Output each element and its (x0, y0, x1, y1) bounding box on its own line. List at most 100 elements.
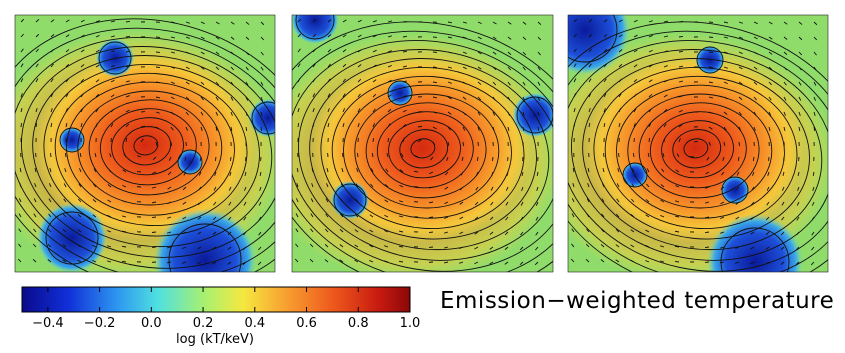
contour (354, 93, 500, 209)
velocity-arrow (245, 51, 250, 56)
velocity-arrow (355, 183, 359, 188)
velocity-arrow (708, 111, 713, 114)
velocity-arrow (507, 81, 511, 86)
velocity-arrow (80, 49, 85, 53)
velocity-arrow (492, 81, 497, 86)
velocity-arrow (462, 81, 467, 85)
velocity-arrow (384, 214, 389, 218)
velocity-arrow (675, 215, 680, 218)
velocity-arrow (447, 36, 452, 39)
velocity-arrow (369, 198, 374, 203)
velocity-arrow (461, 156, 464, 162)
velocity-arrow (121, 245, 127, 248)
velocity-arrow (663, 79, 668, 83)
velocity-arrow (369, 244, 374, 248)
contour (15, 36, 275, 269)
velocity-arrow (522, 111, 525, 116)
velocity-arrow (297, 122, 300, 128)
velocity-arrow (33, 228, 37, 233)
velocity-arrow (459, 231, 464, 235)
velocity-arrow (459, 201, 464, 205)
velocity-arrow (507, 21, 512, 25)
velocity-arrow (810, 261, 815, 266)
contour (683, 138, 709, 159)
velocity-arrow (570, 258, 575, 263)
velocity-arrow (185, 21, 190, 24)
velocity-arrow (19, 183, 22, 188)
velocity-arrow (504, 231, 509, 236)
velocity-arrow (78, 183, 82, 188)
velocity-arrow (601, 198, 605, 203)
velocity-arrow (459, 216, 464, 220)
velocity-arrow (324, 243, 329, 248)
colorbar-tick-label: 0.4 (244, 316, 265, 331)
velocity-arrow (95, 79, 100, 83)
velocity-arrow (812, 171, 815, 177)
cold-blob (59, 127, 85, 153)
velocity-arrow (704, 216, 710, 219)
velocity-arrow (387, 79, 392, 83)
velocity-arrow (535, 231, 539, 236)
velocity-arrow (125, 65, 130, 68)
velocity-arrow (215, 21, 220, 25)
velocity-arrow (402, 20, 408, 23)
contour (721, 176, 749, 204)
velocity-arrow (428, 216, 434, 219)
velocity-arrow (447, 141, 450, 146)
velocity-arrow (297, 18, 302, 23)
velocity-arrow (170, 66, 175, 69)
velocity-arrow (588, 108, 591, 113)
velocity-arrow (618, 123, 621, 128)
velocity-arrow (50, 19, 55, 23)
velocity-arrow (18, 213, 22, 218)
velocity-arrow (477, 81, 482, 85)
velocity-arrow (796, 231, 800, 236)
velocity-arrow (617, 168, 620, 173)
velocity-arrow (783, 21, 788, 25)
hot-core (585, 53, 805, 243)
velocity-arrow (19, 167, 22, 173)
velocity-arrow (678, 50, 684, 53)
velocity-arrow (65, 34, 70, 38)
velocity-arrow (108, 168, 112, 173)
velocity-arrow (813, 111, 816, 116)
velocity-arrow (474, 216, 479, 220)
velocity-arrow (297, 93, 300, 98)
velocity-arrow (398, 245, 404, 248)
velocity-arrow (170, 96, 175, 100)
velocity-arrow (796, 216, 800, 221)
velocity-arrow (603, 123, 606, 128)
velocity-arrow (459, 186, 464, 191)
contour (77, 90, 223, 206)
velocity-arrow (327, 63, 331, 68)
velocity-arrow (603, 48, 608, 53)
contour (292, 39, 553, 272)
velocity-arrow (536, 171, 539, 177)
velocity-arrow (182, 186, 187, 191)
velocity-arrow (633, 34, 638, 38)
velocity-arrow (522, 36, 527, 41)
velocity-arrow (342, 93, 346, 98)
velocity-arrow (402, 95, 407, 98)
velocity-arrow (387, 20, 392, 23)
velocity-arrow (428, 201, 434, 204)
velocity-arrow (507, 111, 510, 116)
velocity-arrow (140, 138, 144, 143)
velocity-arrow (110, 64, 115, 68)
velocity-arrow (64, 168, 67, 173)
velocity-arrow (645, 244, 650, 248)
velocity-arrow (633, 93, 637, 98)
velocity-arrow (214, 156, 217, 162)
velocity-arrow (200, 126, 203, 131)
contour (343, 84, 512, 219)
velocity-arrow (603, 93, 607, 98)
velocity-arrow (212, 261, 217, 265)
velocity-arrow (399, 169, 404, 173)
velocity-arrow (603, 78, 607, 83)
velocity-arrow (312, 78, 316, 83)
velocity-arrow (80, 19, 85, 23)
contour (98, 41, 132, 75)
velocity-arrow (536, 186, 539, 191)
velocity-arrow (243, 201, 247, 206)
velocity-arrow (185, 66, 190, 70)
